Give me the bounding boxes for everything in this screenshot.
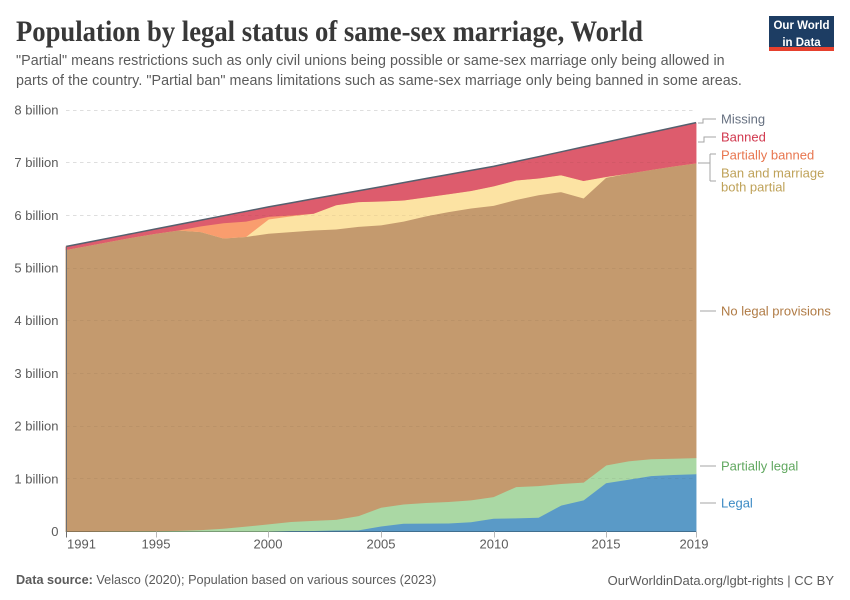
svg-text:4 billion: 4 billion [14, 313, 58, 328]
svg-text:both partial: both partial [721, 180, 785, 195]
svg-text:2 billion: 2 billion [14, 419, 58, 434]
svg-text:Missing: Missing [721, 112, 765, 127]
svg-text:Partially legal: Partially legal [721, 459, 798, 474]
svg-text:Ban and marriage: Ban and marriage [721, 166, 824, 181]
svg-text:6 billion: 6 billion [14, 208, 58, 223]
svg-text:1 billion: 1 billion [14, 471, 58, 486]
svg-text:Legal: Legal [721, 496, 753, 511]
svg-text:2000: 2000 [254, 537, 283, 552]
svg-text:1991: 1991 [67, 537, 96, 552]
svg-text:5 billion: 5 billion [14, 261, 58, 276]
svg-text:7 billion: 7 billion [14, 155, 58, 170]
svg-text:1995: 1995 [142, 537, 171, 552]
svg-text:2019: 2019 [680, 537, 709, 552]
svg-text:Partially banned: Partially banned [721, 148, 814, 163]
svg-text:2015: 2015 [592, 537, 621, 552]
svg-text:8 billion: 8 billion [14, 103, 58, 118]
svg-text:No legal provisions: No legal provisions [721, 304, 831, 319]
svg-text:2010: 2010 [480, 537, 509, 552]
svg-text:3 billion: 3 billion [14, 366, 58, 381]
svg-text:2005: 2005 [367, 537, 396, 552]
svg-text:Banned: Banned [721, 130, 766, 145]
svg-text:0: 0 [51, 524, 58, 539]
